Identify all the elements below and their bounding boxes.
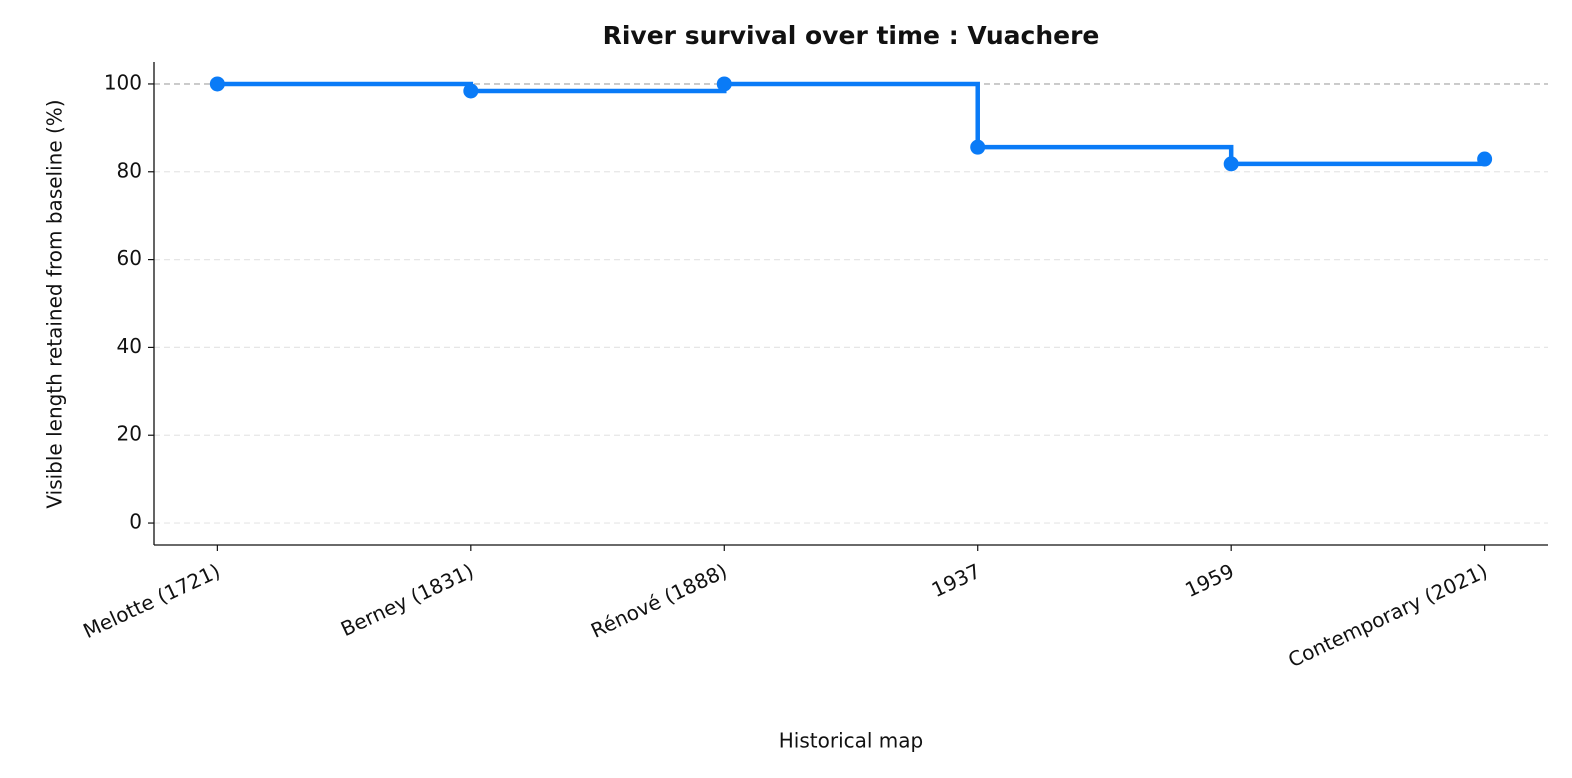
x-tick-label: 1937 xyxy=(928,559,984,602)
point xyxy=(1223,156,1239,172)
point xyxy=(209,76,225,92)
point xyxy=(463,83,479,99)
point xyxy=(970,139,986,155)
point xyxy=(1477,151,1493,167)
y-tick-label: 60 xyxy=(117,246,142,270)
y-tick-label: 80 xyxy=(117,158,142,182)
y-tick-label: 0 xyxy=(129,510,142,534)
y-axis-label: Visible length retained from baseline (%… xyxy=(43,99,67,508)
x-tick-label: Berney (1831) xyxy=(337,559,477,641)
chart-title: River survival over time : Vuachere xyxy=(603,21,1100,50)
x-tick-label: Melotte (1721) xyxy=(79,559,223,643)
point xyxy=(716,76,732,92)
x-axis-label: Historical map xyxy=(779,729,923,753)
y-tick-label: 100 xyxy=(104,70,142,94)
y-tick-label: 20 xyxy=(117,422,142,446)
y-tick-label: 40 xyxy=(117,334,142,358)
x-tick-label: Contemporary (2021) xyxy=(1284,559,1491,672)
x-tick-label: 1959 xyxy=(1181,559,1237,602)
step-line xyxy=(217,81,1487,167)
x-tick-label: Rénové (1888) xyxy=(587,559,731,643)
